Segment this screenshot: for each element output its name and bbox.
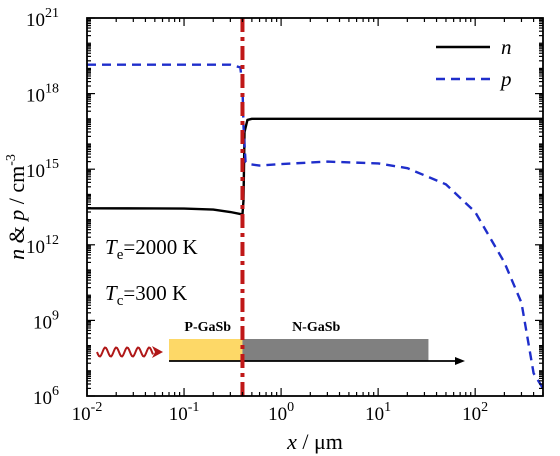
x-tick-label: 102	[462, 400, 488, 425]
y-tick-label: 1021	[26, 6, 59, 31]
axis-ticks	[86, 17, 544, 397]
y-tick-label: 1015	[26, 157, 59, 182]
annotation-te: Te=2000 K	[105, 235, 198, 263]
incident-light-wave	[96, 346, 154, 358]
x-tick-label: 10-1	[169, 400, 200, 425]
series-line-p	[87, 63, 543, 390]
y-tick-label: 1018	[26, 82, 59, 107]
y-tick-label: 106	[33, 384, 59, 409]
p-gasb-region	[169, 339, 243, 361]
n-gasb-region	[242, 339, 429, 361]
series-line-n	[87, 117, 543, 216]
legend-label-p: p	[499, 67, 512, 91]
x-tick-label: 100	[268, 400, 294, 425]
p-gasb-label: P-GaSb	[184, 320, 231, 335]
annotation-tc: Tc=300 K	[105, 281, 187, 309]
axis-labels: 10-2 10-1 100 101 102 106 109 1012 1015 1018 1021 x…	[4, 6, 488, 454]
depth-axis-arrow-head	[455, 357, 466, 365]
x-tick-label: 101	[365, 400, 391, 425]
y-axis-title: n & p / cm-3	[4, 154, 29, 260]
y-tick-label: 1012	[26, 233, 59, 258]
y-tick-label: 109	[33, 308, 59, 333]
legend-label-n: n	[501, 35, 512, 59]
legend: np	[436, 35, 512, 91]
annotations: Te=2000 K Tc=300 K	[105, 235, 198, 309]
x-tick-label: 10-2	[72, 400, 103, 425]
n-gasb-label: N-GaSb	[292, 320, 340, 335]
x-axis-title: x / μm	[286, 429, 343, 454]
device-inset: P-GaSb N-GaSb	[96, 320, 466, 365]
incident-light-arrowhead	[152, 346, 163, 358]
